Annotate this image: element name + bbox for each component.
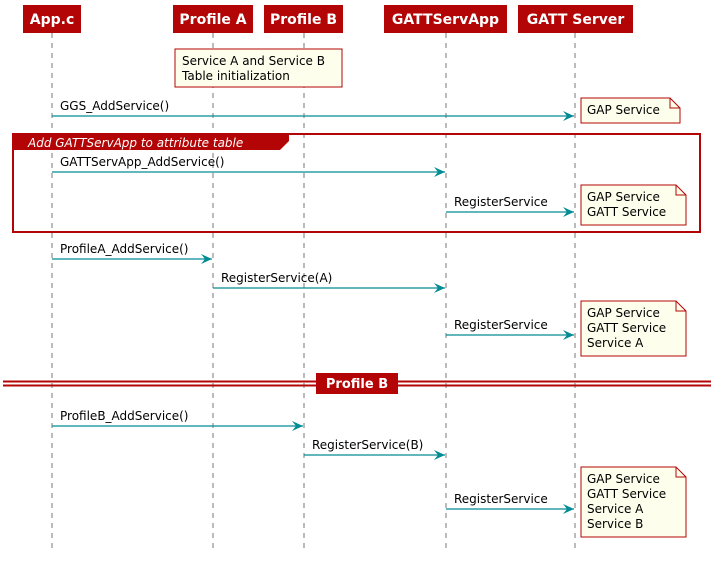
note-text: GAP Service xyxy=(587,103,660,117)
participant-box xyxy=(173,5,253,33)
message-label: RegisterService xyxy=(454,195,548,209)
note-text: Service A xyxy=(587,336,644,350)
participant-label: Profile A xyxy=(179,12,246,28)
participant-box xyxy=(518,5,633,33)
message-label: RegisterService(A) xyxy=(221,271,332,285)
note-text: Service A xyxy=(587,502,644,516)
note-text: GAP Service xyxy=(587,306,660,320)
group-tab xyxy=(13,134,289,150)
note-text: Service A and Service B xyxy=(182,54,325,68)
participant-box xyxy=(23,5,81,33)
note-text: GAP Service xyxy=(587,472,660,486)
participant-label: GATT Server xyxy=(527,12,625,28)
note-fold xyxy=(675,467,686,478)
note-box xyxy=(580,97,681,124)
note-text: Service B xyxy=(587,517,643,531)
note-text: Table initialization xyxy=(181,69,290,83)
note-box xyxy=(174,48,343,88)
participant-box xyxy=(384,5,507,33)
note-box xyxy=(580,300,687,357)
message-label: ProfileB_AddService() xyxy=(60,409,189,423)
participant-box xyxy=(264,5,343,33)
message-label: RegisterService xyxy=(454,492,548,506)
group-label: Add GATTServApp to attribute table xyxy=(27,136,243,150)
message-label: ProfileA_AddService() xyxy=(60,242,188,256)
participant-label: App.c xyxy=(30,12,75,28)
participant-label: GATTServApp xyxy=(392,12,499,28)
note-box xyxy=(580,466,687,538)
note-text: GAP Service xyxy=(587,190,660,204)
note-text: GATT Service xyxy=(587,205,666,219)
group-frame xyxy=(12,133,701,233)
note-box xyxy=(580,184,687,226)
message-label: GGS_AddService() xyxy=(60,99,169,113)
note-fold xyxy=(675,185,686,196)
note-text: GATT Service xyxy=(587,487,666,501)
note-fold xyxy=(675,301,686,312)
participant-label: Profile B xyxy=(270,12,337,28)
note-fold xyxy=(669,98,680,109)
note-text: GATT Service xyxy=(587,321,666,335)
message-label: RegisterService xyxy=(454,318,548,332)
message-label: GATTServApp_AddService() xyxy=(60,155,224,169)
message-label: RegisterService(B) xyxy=(312,438,423,452)
divider-label-box xyxy=(316,373,398,394)
divider-label: Profile B xyxy=(326,377,388,392)
